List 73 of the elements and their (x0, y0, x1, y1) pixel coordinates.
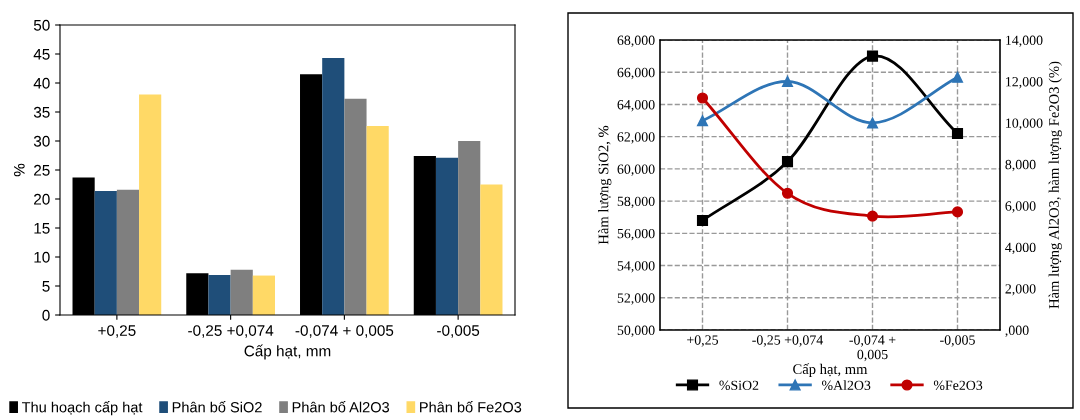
y2-tick-label: 12,000 (1006, 77, 1043, 89)
point (951, 71, 964, 83)
y-tick-label: 52,000 (617, 293, 655, 305)
y2-tick-label: 14,000 (1006, 35, 1043, 47)
bar (230, 269, 253, 315)
legend-label: Phân bố Fe2O3 (420, 401, 522, 413)
y-tick-label: 35 (33, 106, 50, 118)
legend-label: %Al2O3 (821, 380, 871, 391)
y2-tick-label: 2,000 (1005, 284, 1036, 296)
legend-label: Thu hoạch cấp hạt (21, 401, 143, 416)
point (696, 115, 709, 127)
y-tick-label: 56,000 (617, 228, 655, 241)
point (866, 50, 879, 62)
y-tick-label: 58,000 (617, 196, 655, 209)
legend-label: %Fe2O3 (933, 380, 983, 391)
point (866, 117, 879, 129)
bar (366, 125, 389, 315)
x-tick-label: -0,25 +0,074 (752, 335, 824, 347)
bar (322, 58, 345, 315)
point (781, 187, 794, 199)
point (866, 210, 879, 222)
x-tick-label: +0,25 (687, 335, 719, 347)
y-axis-title: Hàm lượng SiO2, % (598, 125, 612, 245)
y-tick-label: 15 (34, 223, 50, 234)
bar (435, 157, 459, 315)
y-tick-label: 25 (34, 164, 50, 176)
y-tick-label: 10 (34, 251, 50, 263)
point (781, 75, 794, 87)
x-axis-title: Cấp hạt, mm (793, 363, 868, 378)
y-tick-label: 60,000 (617, 164, 655, 176)
y2-tick-label: 10,000 (1006, 118, 1043, 130)
bar (208, 274, 231, 315)
y-tick-label: 50 (33, 19, 50, 31)
y2-tick-label: ,000 (1005, 325, 1029, 337)
legend-label: Phân bố SiO2 (172, 401, 262, 413)
x-axis-title: Cấp hạt, mm (244, 344, 331, 360)
x-tick-label: +0,25 (98, 325, 136, 338)
y-tick-label: 40 (33, 77, 50, 89)
y-tick-label: 30 (33, 135, 50, 147)
bar (116, 189, 140, 315)
y-tick-label: 68,000 (617, 35, 655, 47)
bar (94, 190, 117, 315)
y-tick-label: 50,000 (617, 325, 655, 337)
legend-label: Phân bố Al2O3 (292, 401, 390, 413)
y-tick-label: 66,000 (617, 67, 655, 80)
point (781, 156, 794, 168)
y-axis-title: % (13, 163, 25, 177)
bar (480, 184, 503, 315)
y-tick-label: 54,000 (617, 261, 655, 273)
point (951, 127, 964, 140)
point (696, 92, 709, 104)
x-tick-label: -0,074 + 0,005 (295, 325, 394, 338)
y2-tick-label: 6,000 (1005, 201, 1036, 213)
y-tick-label: 5 (42, 281, 50, 292)
y2-axis-title: Hàm lượng Al2O3, hàm lượng Fe2O3 (%) (1048, 61, 1062, 309)
x-tick-label: -0,005 (940, 335, 975, 347)
x-tick-label: -0,25 +0,074 (188, 325, 274, 338)
y-tick-label: 20 (34, 193, 50, 205)
y-tick-label: 62,000 (617, 132, 655, 144)
x-tick-label: -0,074 + 0,005 (849, 335, 896, 362)
legend-label: %SiO2 (719, 380, 759, 391)
y2-tick-label: 8,000 (1005, 159, 1036, 172)
point (951, 206, 964, 218)
bar (458, 141, 481, 315)
bar (139, 94, 162, 315)
y-tick-label: 0 (42, 309, 50, 321)
y-tick-label: 45 (33, 49, 50, 60)
bar (344, 98, 367, 315)
bar (252, 275, 275, 315)
y2-tick-label: 4,000 (1005, 242, 1036, 255)
y-tick-label: 64,000 (617, 100, 655, 112)
point (696, 214, 709, 227)
x-tick-label: -0,005 (437, 325, 480, 338)
